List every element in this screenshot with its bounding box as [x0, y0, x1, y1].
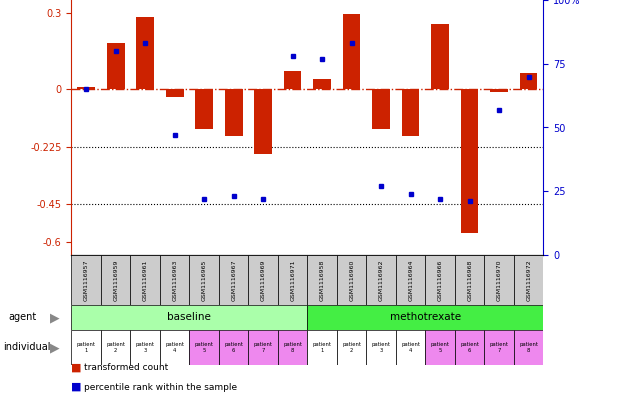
Bar: [101, 255, 130, 305]
Bar: [431, 24, 449, 89]
Bar: [343, 14, 360, 89]
Bar: [284, 72, 302, 89]
Bar: [71, 255, 101, 305]
Bar: [130, 255, 160, 305]
Bar: [337, 330, 366, 365]
Bar: [219, 255, 248, 305]
Bar: [455, 255, 484, 305]
Bar: [101, 330, 130, 365]
Bar: [189, 330, 219, 365]
Bar: [455, 330, 484, 365]
Bar: [278, 255, 307, 305]
Bar: [514, 255, 543, 305]
Bar: [189, 255, 219, 305]
Text: GSM1116966: GSM1116966: [438, 259, 443, 301]
Text: GSM1116959: GSM1116959: [113, 259, 118, 301]
Bar: [160, 255, 189, 305]
Text: patient
5: patient 5: [430, 342, 450, 353]
Text: patient
1: patient 1: [312, 342, 332, 353]
Bar: [248, 255, 278, 305]
Text: patient
1: patient 1: [76, 342, 96, 353]
Text: patient
4: patient 4: [401, 342, 420, 353]
Text: patient
2: patient 2: [342, 342, 361, 353]
Bar: [484, 330, 514, 365]
Text: GSM1116958: GSM1116958: [320, 259, 325, 301]
Bar: [160, 330, 189, 365]
Bar: [490, 89, 508, 92]
Text: GSM1116972: GSM1116972: [526, 259, 531, 301]
Text: GSM1116957: GSM1116957: [84, 259, 89, 301]
Bar: [130, 330, 160, 365]
Bar: [514, 330, 543, 365]
Text: methotrexate: methotrexate: [390, 312, 461, 323]
Text: patient
8: patient 8: [519, 342, 538, 353]
Text: GSM1116971: GSM1116971: [290, 259, 295, 301]
Bar: [520, 73, 537, 89]
Bar: [225, 89, 242, 136]
Text: patient
4: patient 4: [165, 342, 184, 353]
Bar: [425, 330, 455, 365]
Bar: [396, 330, 425, 365]
Bar: [255, 89, 272, 154]
Bar: [307, 305, 543, 330]
Bar: [307, 255, 337, 305]
Bar: [137, 17, 154, 89]
Bar: [107, 43, 124, 89]
Bar: [71, 330, 101, 365]
Text: GSM1116962: GSM1116962: [379, 259, 384, 301]
Text: patient
7: patient 7: [489, 342, 509, 353]
Bar: [71, 305, 307, 330]
Text: patient
6: patient 6: [224, 342, 243, 353]
Bar: [461, 89, 478, 233]
Bar: [366, 330, 396, 365]
Text: patient
3: patient 3: [371, 342, 391, 353]
Text: GSM1116960: GSM1116960: [349, 259, 354, 301]
Text: ■: ■: [71, 382, 82, 392]
Text: GSM1116970: GSM1116970: [497, 259, 502, 301]
Bar: [337, 255, 366, 305]
Text: GSM1116969: GSM1116969: [261, 259, 266, 301]
Bar: [425, 255, 455, 305]
Bar: [372, 89, 390, 129]
Text: patient
6: patient 6: [460, 342, 479, 353]
Bar: [307, 330, 337, 365]
Text: ▶: ▶: [50, 311, 60, 324]
Bar: [396, 255, 425, 305]
Bar: [248, 330, 278, 365]
Text: GSM1116961: GSM1116961: [143, 259, 148, 301]
Bar: [219, 330, 248, 365]
Text: GSM1116965: GSM1116965: [202, 259, 207, 301]
Text: patient
3: patient 3: [135, 342, 155, 353]
Bar: [78, 87, 95, 89]
Text: percentile rank within the sample: percentile rank within the sample: [84, 383, 237, 392]
Text: GSM1116967: GSM1116967: [231, 259, 236, 301]
Text: GSM1116964: GSM1116964: [408, 259, 413, 301]
Text: patient
2: patient 2: [106, 342, 125, 353]
Bar: [484, 255, 514, 305]
Bar: [366, 255, 396, 305]
Text: GSM1116968: GSM1116968: [467, 259, 472, 301]
Text: patient
5: patient 5: [194, 342, 214, 353]
Text: GSM1116963: GSM1116963: [172, 259, 177, 301]
Bar: [195, 89, 213, 129]
Bar: [402, 89, 419, 136]
Text: agent: agent: [8, 312, 36, 323]
Bar: [314, 79, 331, 89]
Text: transformed count: transformed count: [84, 363, 168, 372]
Bar: [166, 89, 184, 97]
Bar: [278, 330, 307, 365]
Text: baseline: baseline: [168, 312, 211, 323]
Text: patient
7: patient 7: [253, 342, 273, 353]
Text: patient
8: patient 8: [283, 342, 302, 353]
Text: individual: individual: [3, 343, 50, 353]
Text: ■: ■: [71, 362, 82, 373]
Text: ▶: ▶: [50, 341, 60, 354]
